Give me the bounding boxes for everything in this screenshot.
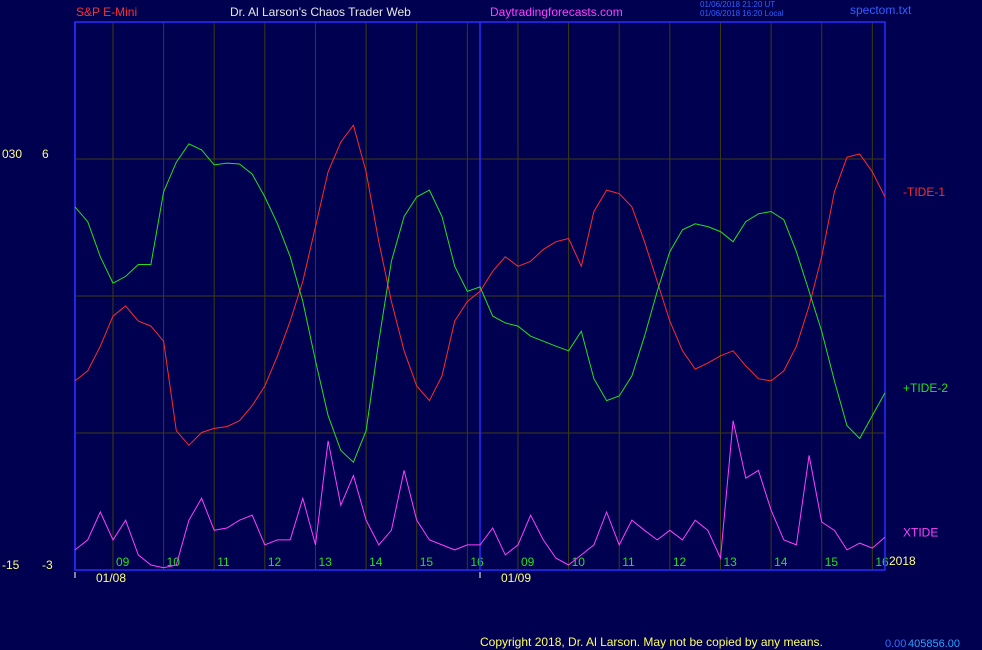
instrument: S&P E-Mini	[76, 5, 137, 19]
legend-label: XTIDE	[903, 525, 938, 539]
file-name: spectom.txt	[850, 3, 912, 17]
x-tick-label: 10	[167, 555, 181, 569]
x-tick-label: 11	[622, 555, 635, 569]
x-tick-label: 12	[673, 555, 687, 569]
y-tick-label: 6	[42, 147, 49, 161]
footer-value: 405856.00	[908, 638, 960, 650]
plot-border	[74, 21, 886, 571]
x-tick-label: 15	[420, 555, 434, 569]
x-tick-label: 09	[116, 555, 130, 569]
date-label: 01/08	[96, 571, 126, 585]
legend-label: +TIDE-2	[903, 381, 948, 395]
copyright: Copyright 2018, Dr. Al Larson. May not b…	[480, 635, 823, 649]
time-ut: 01/06/2018 21:20 UT	[700, 0, 775, 9]
x-tick-label: 13	[318, 555, 332, 569]
x-tick-label: 09	[521, 555, 535, 569]
series-line	[74, 420, 886, 569]
x-tick-label: 12	[268, 555, 282, 569]
x-tick-label: 16	[875, 555, 889, 569]
y-tick-label: -3	[42, 558, 53, 572]
footer-value: 0.00	[885, 638, 906, 650]
series-line	[74, 124, 886, 447]
series-line	[74, 143, 886, 464]
site-title: Dr. Al Larson's Chaos Trader Web	[230, 5, 411, 19]
y2-tick-label: -15	[2, 558, 20, 572]
x-tick-label: 11	[217, 555, 230, 569]
y2-tick-label: 030	[2, 147, 22, 161]
x-tick-label: 16	[470, 555, 484, 569]
date-label: 01/09	[501, 571, 531, 585]
site-url: Daytradingforecasts.com	[490, 5, 623, 19]
x-tick-label: 15	[825, 555, 839, 569]
x-tick-label: 13	[723, 555, 737, 569]
x-tick-label: 14	[369, 555, 383, 569]
x-tick-label: 10	[572, 555, 586, 569]
time-local: 01/06/2018 16:20 Local	[700, 9, 784, 18]
x-tick-label: 14	[774, 555, 788, 569]
year-label: 2018	[889, 554, 916, 568]
legend-label: -TIDE-1	[903, 185, 945, 199]
